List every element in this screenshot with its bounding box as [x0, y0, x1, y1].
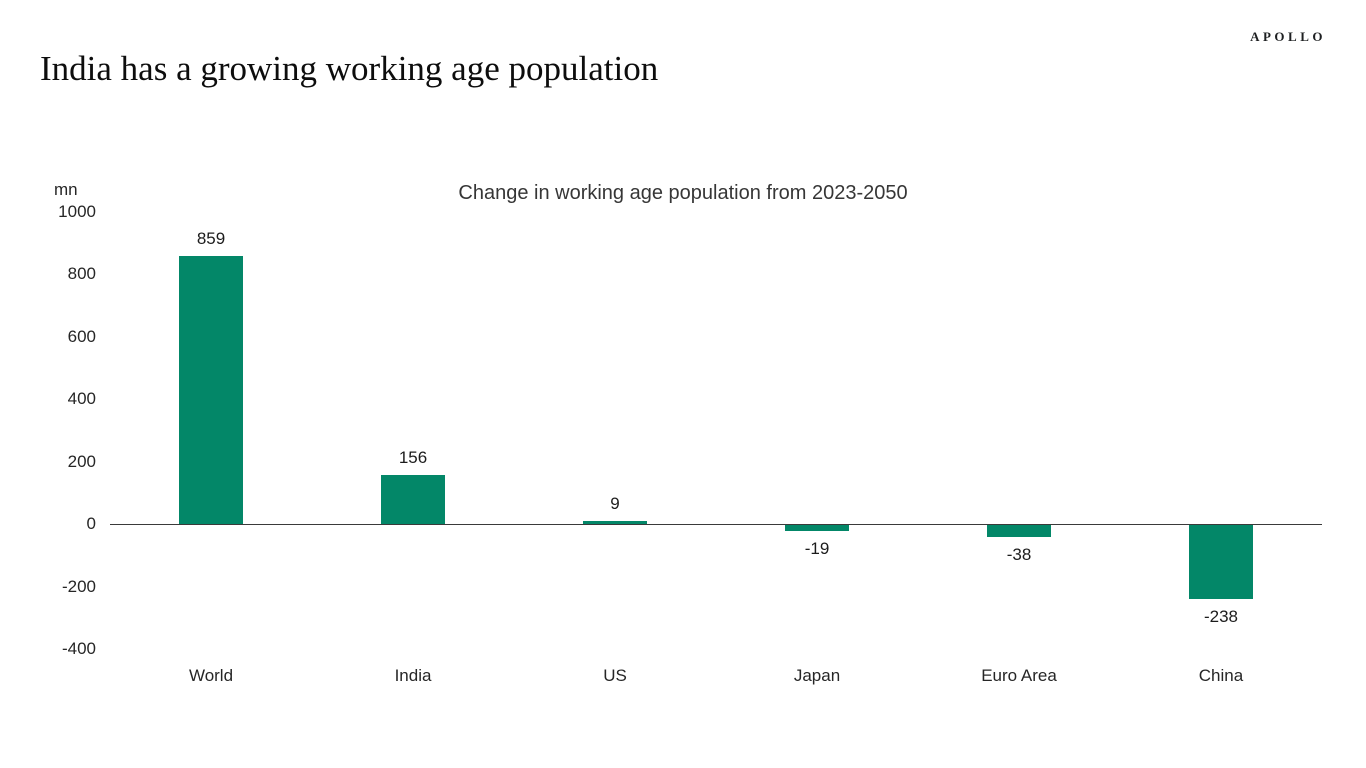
bar-japan: [785, 524, 849, 531]
y-tick-label: 200: [67, 451, 96, 471]
y-tick-label: 600: [67, 326, 96, 346]
value-label-euro-area: -38: [1006, 545, 1032, 564]
bar-euro-area: [987, 524, 1051, 537]
value-label-us: 9: [610, 494, 620, 514]
bar-india: [381, 475, 445, 525]
zero-axis-line: [110, 523, 1322, 526]
y-tick-label: -400: [61, 639, 96, 658]
bar-china: [1189, 524, 1253, 600]
y-tick-label: 400: [67, 389, 96, 409]
category-label-china: China: [1198, 666, 1244, 685]
value-label-china: -238: [1203, 607, 1239, 627]
category-label-us: US: [603, 666, 627, 685]
bar-us: [583, 521, 647, 525]
category-label-japan: Japan: [793, 666, 841, 685]
bar-world: [179, 256, 243, 525]
y-tick-label: 800: [67, 264, 96, 284]
page-title: India has a growing working age populati…: [40, 49, 659, 88]
value-label-india: 156: [398, 448, 428, 468]
y-axis-unit-label: mn: [54, 180, 78, 199]
y-tick-label: 0: [86, 514, 96, 534]
category-label-india: India: [394, 666, 432, 685]
chart-title: Change in working age population from 20…: [458, 182, 908, 204]
y-tick-label: -200: [61, 576, 96, 596]
category-label-world: World: [188, 666, 234, 685]
apollo-logo: APOLLO: [1250, 29, 1326, 44]
category-label-euro-area: Euro Area: [981, 666, 1057, 685]
y-tick-label: 1000: [58, 202, 96, 221]
value-label-world: 859: [196, 229, 226, 248]
value-label-japan: -19: [804, 539, 830, 559]
